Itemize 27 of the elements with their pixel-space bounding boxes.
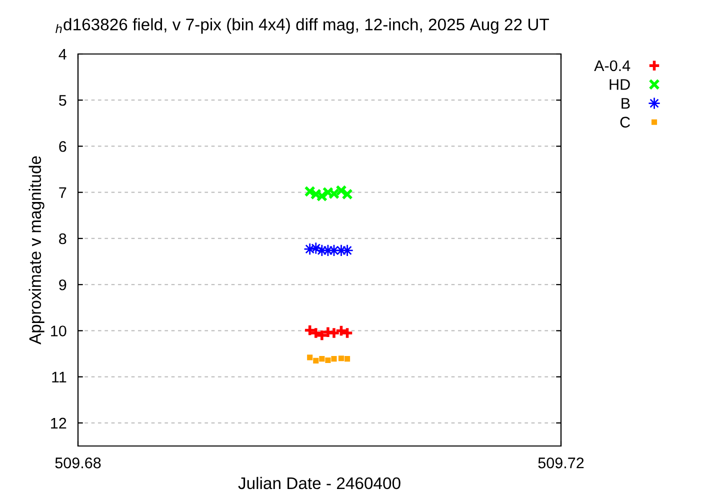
point: [325, 357, 331, 363]
point: [341, 326, 354, 340]
legend-label: B: [622, 98, 630, 109]
chart-title: $_{h}$d163826 field, v 7-pix (bin 4x4) diff mag, 12-inch, 2025 Aug 22 UT: [56, 18, 550, 34]
y-tick-label: 7: [59, 187, 66, 198]
y-tick-label: 9: [59, 279, 66, 290]
legend-label: HD: [610, 79, 630, 90]
point: [338, 356, 344, 362]
point: [331, 356, 337, 362]
y-tick-label: 12: [51, 418, 66, 428]
legend-label: A-0.4: [594, 60, 630, 72]
point: [344, 356, 350, 362]
y-tick-label: 11: [52, 372, 66, 382]
y-tick-label: 8: [59, 233, 66, 244]
point: [310, 326, 322, 340]
x-tick-label: 509.72: [538, 458, 584, 468]
point: [319, 356, 325, 362]
x-axis-title: Julian Date - 2460400: [238, 476, 400, 490]
y-tick-label: 10: [51, 326, 66, 336]
y-axis-title: Approximate v magnitude: [28, 156, 44, 344]
y-tick-label: 5: [59, 95, 66, 106]
legend-label: C: [620, 116, 630, 128]
point: [307, 354, 313, 360]
x-tick-label: 509.68: [55, 458, 101, 468]
y-tick-label: 6: [59, 141, 66, 152]
y-tick-label: 4: [58, 49, 66, 60]
point: [313, 358, 319, 364]
